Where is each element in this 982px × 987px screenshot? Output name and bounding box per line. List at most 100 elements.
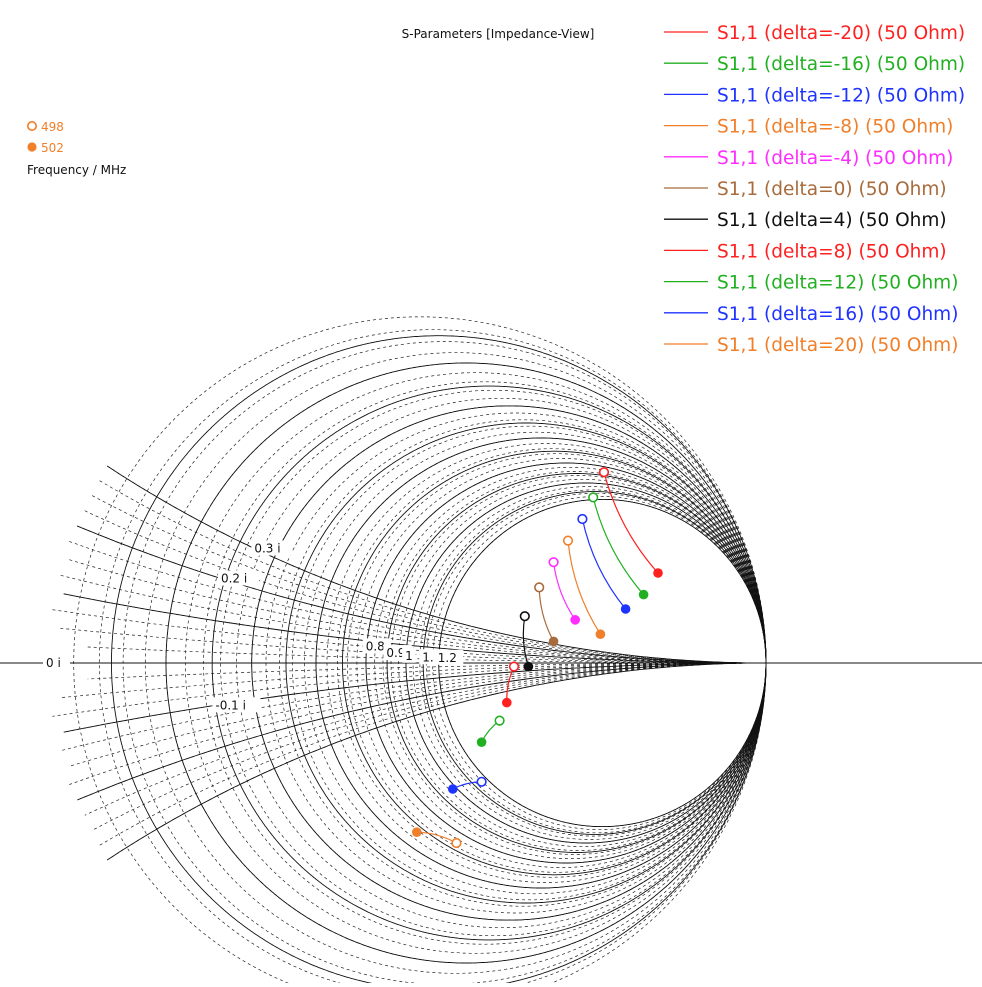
grid-labels: 0.8 0.9 1 1.11.20.3 i0.2 i0 i-0.1 i <box>43 540 464 713</box>
resistance-label: 1.2 <box>438 651 457 665</box>
freq-legend-label: 498 <box>41 120 64 134</box>
grid-minor-resistance-circle <box>374 466 767 860</box>
freq-legend-label: 502 <box>41 141 64 155</box>
series-point-502-2 <box>620 604 631 614</box>
grid-reactance-arc <box>106 465 766 664</box>
series-point-502-1 <box>638 589 649 600</box>
grid-minor-reactance-arc <box>69 559 766 664</box>
series-point-502-7 <box>502 697 512 708</box>
series-line-3 <box>567 540 601 635</box>
frequency-legend: 498 502 Frequency / MHz <box>26 120 126 177</box>
grid-minor-resistance-circle <box>236 397 767 929</box>
grid-minor-reactance-arc <box>69 662 766 785</box>
grid-minor-resistance-circle <box>98 329 767 987</box>
series-line-5 <box>538 587 555 642</box>
series-line-0 <box>603 472 659 574</box>
reactance-label: 0.3 i <box>254 541 280 555</box>
grid-minor-reactance-arc <box>69 541 766 664</box>
series-point-498-7 <box>508 661 520 672</box>
grid-reactance-arc <box>77 525 766 664</box>
series-point-502-10 <box>412 827 422 837</box>
series-point-498-4 <box>548 557 559 568</box>
legend-entry-4: S1,1 (delta=-4) (50 Ohm) <box>717 148 953 169</box>
freq-legend-open-marker <box>26 121 37 132</box>
series-point-498-0 <box>598 467 610 478</box>
resistance-label: 0.9 <box>386 646 405 660</box>
series-line-2 <box>581 518 627 610</box>
grid-minor-resistance-circle <box>304 431 767 895</box>
legend-entry-2: S1,1 (delta=-12) (50 Ohm) <box>717 85 965 106</box>
grid-minor-resistance-circle <box>419 489 767 837</box>
grid-minor-resistance-circle <box>220 389 767 937</box>
series-point-502-8 <box>476 737 487 747</box>
grid-minor-reactance-arc <box>60 662 767 699</box>
major-grid <box>0 335 982 987</box>
freq-legend-filled-marker <box>27 142 37 152</box>
legend-entry-8: S1,1 (delta=12) (50 Ohm) <box>717 273 958 294</box>
series-layer <box>412 467 663 849</box>
legend-background <box>657 12 982 354</box>
legend-entry-10: S1,1 (delta=20) (50 Ohm) <box>717 335 958 356</box>
series-point-498-8 <box>494 715 505 726</box>
grid-reactance-arc <box>63 662 766 733</box>
series-point-502-5 <box>548 636 559 647</box>
resistance-label: 0.8 <box>366 639 385 653</box>
grid-minor-reactance-arc <box>52 662 766 717</box>
legend-entry-3: S1,1 (delta=-8) (50 Ohm) <box>717 117 953 138</box>
series-point-502-4 <box>570 615 580 625</box>
legend-entry-7: S1,1 (delta=8) (50 Ohm) <box>717 241 947 262</box>
grid-minor-reactance-arc <box>77 662 766 801</box>
series-point-502-3 <box>595 629 606 639</box>
chart-title: S-Parameters [Impedance-View] <box>402 27 595 41</box>
grid-minor-reactance-arc <box>60 574 766 664</box>
grid-reactance-arc <box>77 662 766 801</box>
series-line-1 <box>592 497 645 595</box>
reactance-label: -0.1 i <box>215 698 246 712</box>
series-point-502-0 <box>653 568 663 578</box>
series-point-502-9 <box>448 784 458 794</box>
grid-label-bg <box>217 570 259 586</box>
grid-label-bg <box>251 540 293 556</box>
series-line-4 <box>553 562 576 621</box>
series-legend: S1,1 (delta=-20) (50 Ohm) S1,1 (delta=-16… <box>657 12 982 356</box>
grid-minor-reactance-arc <box>60 627 767 664</box>
grid-minor-reactance-arc <box>84 510 766 664</box>
grid-minor-reactance-arc <box>107 662 766 861</box>
legend-entry-5: S1,1 (delta=0) (50 Ohm) <box>717 179 947 200</box>
series-point-498-9 <box>476 776 487 787</box>
grid-label-bg <box>212 697 261 713</box>
grid-reactance-arc <box>106 662 766 861</box>
grid-minor-reactance-arc <box>84 662 766 816</box>
grid-minor-resistance-circle <box>412 486 767 840</box>
series-point-498-6 <box>519 611 530 622</box>
series-point-498-1 <box>588 492 599 503</box>
series-point-498-10 <box>451 837 462 849</box>
grid-label-bg <box>434 649 464 665</box>
resistance-label: 1 <box>405 649 413 663</box>
series-point-498-5 <box>534 582 545 593</box>
series-point-498-2 <box>577 513 588 525</box>
grid-minor-reactance-arc <box>99 480 766 664</box>
legend-entry-1: S1,1 (delta=-16) (50 Ohm) <box>717 54 965 75</box>
grid-minor-reactance-arc <box>60 662 766 752</box>
grid-label-bg <box>402 647 416 663</box>
legend-entry-0: S1,1 (delta=-20) (50 Ohm) <box>717 23 965 44</box>
series-point-498-3 <box>562 535 574 546</box>
legend-entry-6: S1,1 (delta=4) (50 Ohm) <box>717 210 947 231</box>
grid-minor-reactance-arc <box>92 662 766 831</box>
grid-minor-reactance-arc <box>52 609 766 664</box>
legend-entry-9: S1,1 (delta=16) (50 Ohm) <box>717 304 958 325</box>
freq-legend-title: Frequency / MHz <box>27 163 126 177</box>
grid-minor-reactance-arc <box>69 662 766 767</box>
grid-minor-reactance-arc <box>87 662 767 680</box>
grid-reactance-arc <box>63 593 766 664</box>
reactance-label: 0 i <box>46 656 61 670</box>
series-point-502-6 <box>523 661 534 672</box>
grid-minor-resistance-circle <box>144 352 767 974</box>
grid-minor-reactance-arc <box>99 662 766 846</box>
reactance-label: 0.2 i <box>221 571 247 585</box>
grid-label-bg <box>43 655 70 670</box>
grid-minor-reactance-arc <box>92 495 766 664</box>
